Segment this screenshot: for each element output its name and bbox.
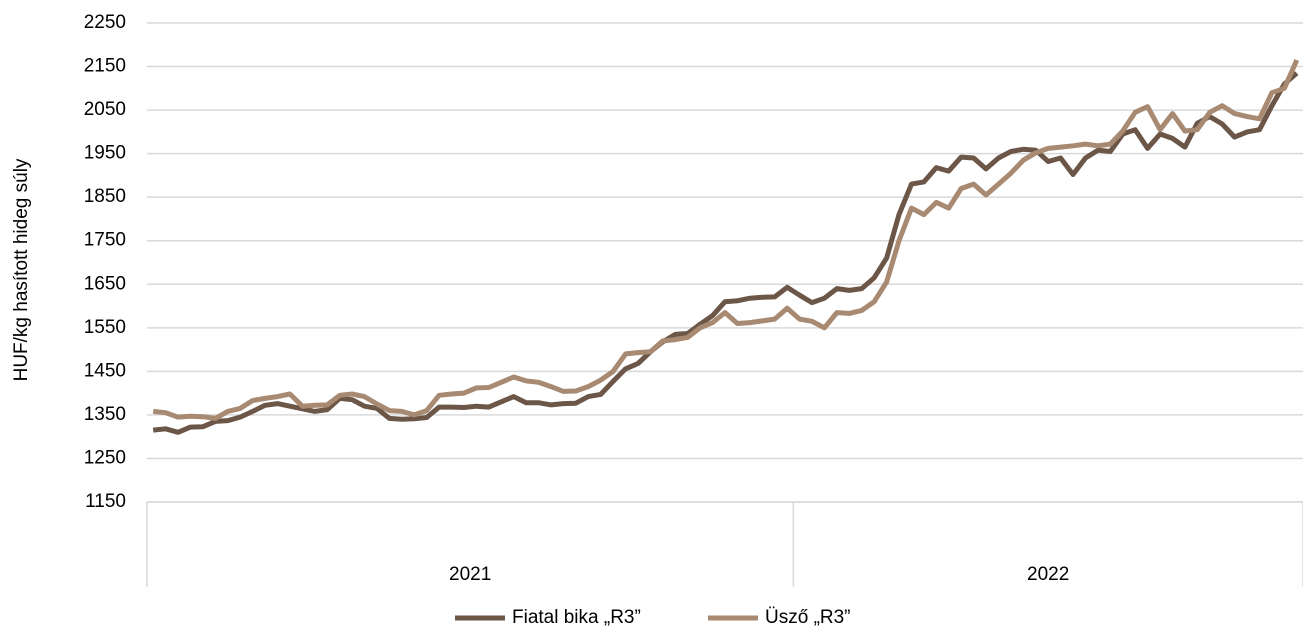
y-tick-label: 2250 [84,12,126,33]
y-tick-label: 1550 [84,317,126,338]
y-tick-label: 1350 [84,404,126,425]
y-tick-label: 2050 [84,99,126,120]
line-series [152,58,1300,421]
legend-label: Üsző „R3” [765,607,851,628]
y-tick-label: 1250 [84,447,126,468]
y-tick-label: 1850 [84,186,126,207]
y-tick-label: 1150 [85,491,126,512]
y-axis-label: HUF/kg hasított hideg súly [11,158,32,381]
line-series [152,71,1299,435]
x-group-label: 2022 [1027,564,1069,585]
x-group-label: 2021 [449,564,491,585]
legend-label: Fiatal bika „R3” [512,607,641,628]
y-tick-label: 1450 [84,360,126,381]
y-tick-label: 2150 [84,56,126,77]
y-tick-label: 1650 [84,273,126,294]
y-tick-label: 1750 [84,230,126,251]
y-tick-label: 1950 [84,143,126,164]
